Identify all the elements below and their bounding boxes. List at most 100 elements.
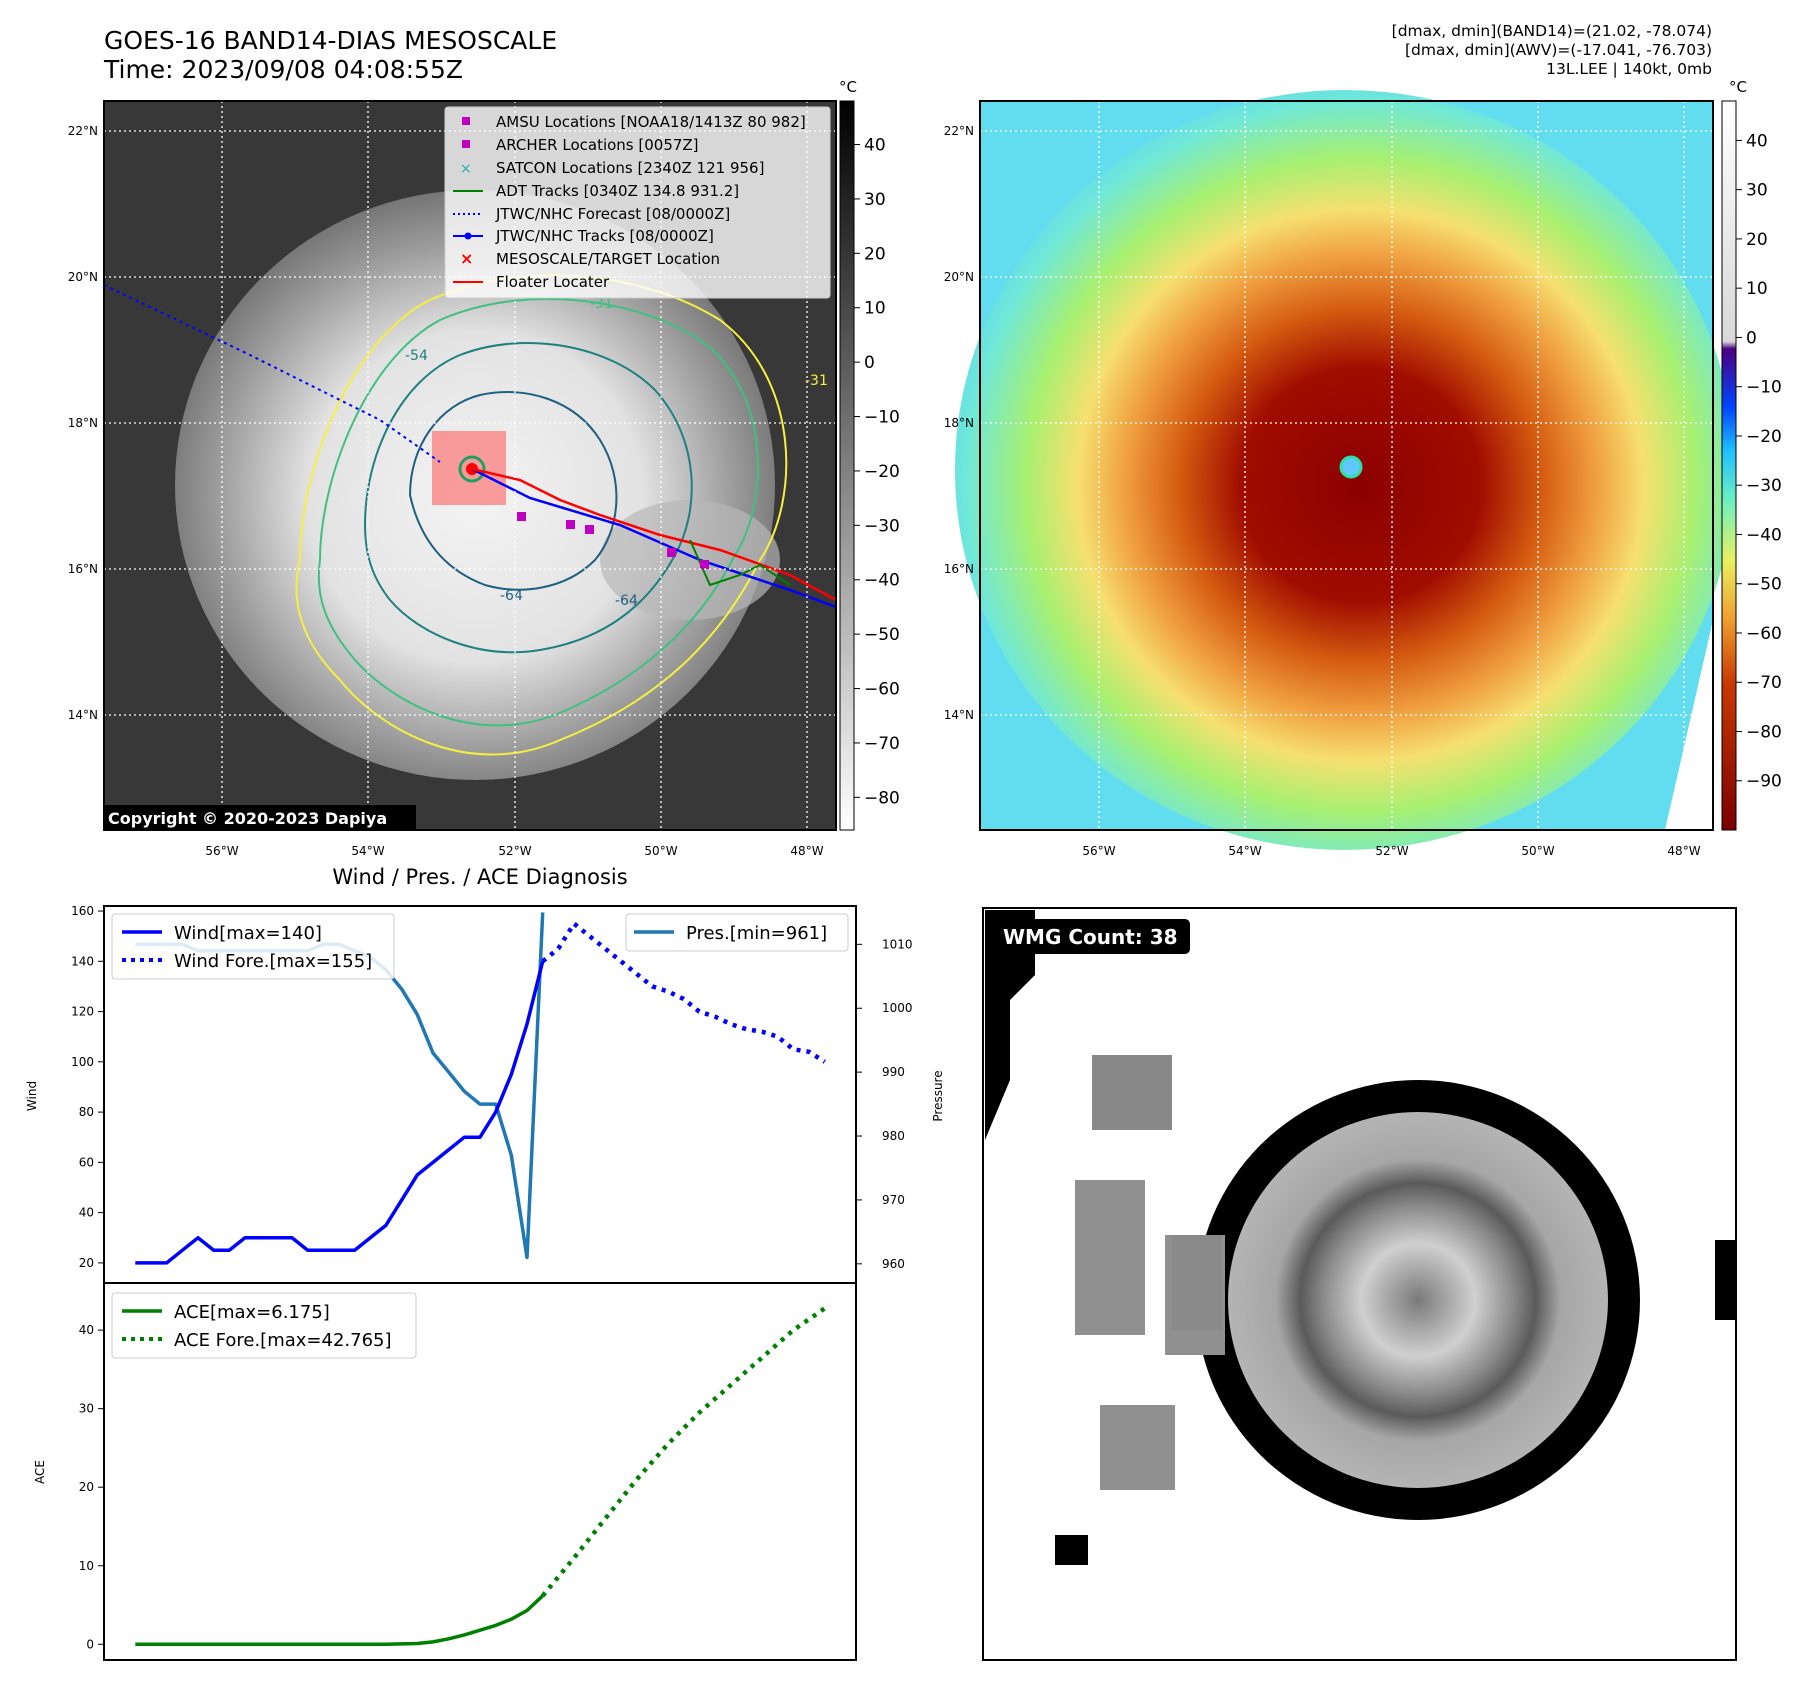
wmg-badge-bg bbox=[993, 919, 1190, 954]
diagnosis-title: Wind / Pres. / ACE Diagnosis bbox=[332, 865, 627, 889]
pres-axis-label: Pressure bbox=[931, 1070, 945, 1121]
ace-tick-label: 40 bbox=[79, 1323, 94, 1337]
info-line-storm: 13L.LEE | 140kt, 0mb bbox=[1546, 60, 1712, 78]
colorbar1-tick-label: 0 bbox=[864, 353, 875, 373]
wind-tick-label: 60 bbox=[79, 1155, 94, 1169]
pres-tick-label: 990 bbox=[882, 1065, 905, 1079]
wmg-gray-ring bbox=[1228, 1112, 1608, 1488]
lat-label: 22°N bbox=[68, 124, 98, 138]
product-title: GOES-16 BAND14-DIAS MESOSCALE bbox=[104, 26, 558, 55]
ace-axes-frame bbox=[103, 1282, 857, 1661]
ace-tick-label: 0 bbox=[86, 1637, 94, 1651]
colorbar1-unit: °C bbox=[839, 78, 857, 96]
pres-axis-ticks: 960 970 980 990 1000 1010 bbox=[856, 937, 913, 1271]
colorbar1-tick-label: 10 bbox=[864, 299, 886, 319]
ace-tick-label: 20 bbox=[79, 1480, 94, 1494]
wind-fore-legend-label: Wind Fore.[max=155] bbox=[174, 951, 372, 972]
legend-forecast: JTWC/NHC Forecast [08/0000Z] bbox=[495, 205, 730, 223]
contour-teal bbox=[363, 341, 693, 654]
legend-amsu: AMSU Locations [NOAA18/1413Z 80 982] bbox=[496, 113, 806, 131]
panel-wmg: WMG Count: 38 bbox=[982, 907, 1737, 1661]
ace-axis-ticks: 0 10 20 30 40 bbox=[79, 1323, 104, 1651]
legend-box bbox=[444, 106, 831, 299]
archer-marker bbox=[585, 525, 594, 534]
ir-map-frame bbox=[103, 100, 837, 831]
wind-series-line bbox=[135, 960, 545, 1265]
colorbar2-tick-label: −10 bbox=[1746, 378, 1782, 398]
archer-marker bbox=[566, 520, 575, 529]
ace-axis-label: ACE bbox=[33, 1460, 47, 1484]
archer-marker bbox=[700, 560, 709, 569]
pres-tick-label: 960 bbox=[882, 1257, 905, 1271]
colorbar2-tick-label: −90 bbox=[1746, 772, 1782, 792]
legend-tracks: JTWC/NHC Tracks [08/0000Z] bbox=[495, 227, 714, 245]
colorbar2-tick-label: 20 bbox=[1746, 230, 1768, 250]
pres-legend-box bbox=[625, 913, 849, 952]
wind-axis-ticks: 20 40 60 80 100 120 140 160 bbox=[71, 904, 104, 1270]
pres-tick-label: 1010 bbox=[882, 937, 913, 951]
ace-tick-label: 30 bbox=[79, 1402, 94, 1416]
legend-satcon: SATCON Locations [2340Z 121 956] bbox=[496, 159, 764, 177]
legend-marker-target: × bbox=[460, 249, 473, 268]
lon-label: 52°W bbox=[498, 844, 531, 858]
colorbar1-tick-label: −50 bbox=[864, 625, 900, 645]
panel-diagnosis: Wind / Pres. / ACE Diagnosis 20406080100… bbox=[25, 865, 945, 1661]
panel-ir-color: 56°W 54°W 52°W 50°W 48°W 22°N 20°N 18°N … bbox=[944, 78, 1782, 858]
ace-tick-label: 10 bbox=[79, 1559, 94, 1573]
jtwc-track bbox=[471, 467, 837, 609]
wmg-black-corner bbox=[985, 910, 1035, 1140]
colorbar2-unit: °C bbox=[1729, 78, 1747, 96]
lon-label: 50°W bbox=[1521, 844, 1554, 858]
map1-lat-labels: 22°N 20°N 18°N 16°N 14°N bbox=[68, 124, 98, 722]
ace-legend-label: ACE[max=6.175] bbox=[174, 1302, 330, 1323]
wind-tick-label: 140 bbox=[71, 954, 94, 968]
colorbar2-tick-label: −80 bbox=[1746, 722, 1782, 742]
legend-marker-archer bbox=[462, 140, 470, 148]
colorbar1-tick-label: −40 bbox=[864, 571, 900, 591]
lat-label: 14°N bbox=[944, 708, 974, 722]
wind-tick-label: 20 bbox=[79, 1256, 94, 1270]
lat-label: 22°N bbox=[944, 124, 974, 138]
time-label: Time: 2023/09/08 04:08:55Z bbox=[104, 55, 463, 84]
lon-label: 54°W bbox=[351, 844, 384, 858]
pres-legend-label: Pres.[min=961] bbox=[686, 923, 827, 944]
ir-color-frame bbox=[979, 100, 1714, 831]
eye-contour bbox=[458, 455, 486, 483]
colorbar2-tick-label: 0 bbox=[1746, 328, 1757, 348]
contour-green bbox=[317, 297, 759, 727]
wmg-gray-patch bbox=[1100, 1405, 1175, 1490]
map-legend: AMSU Locations [NOAA18/1413Z 80 982] ARC… bbox=[444, 106, 831, 299]
contour-yellow bbox=[295, 274, 788, 756]
info-line-band14: [dmax, dmin](BAND14)=(21.02, -78.074) bbox=[1391, 22, 1712, 40]
colorbar2-tick-label: 10 bbox=[1746, 279, 1768, 299]
colorbar2-tick-label: 30 bbox=[1746, 181, 1768, 201]
colorbar-color bbox=[1721, 100, 1737, 831]
legend-marker-amsu bbox=[462, 117, 470, 125]
lon-label: 48°W bbox=[1667, 844, 1700, 858]
map1-lon-labels: 56°W 54°W 52°W 50°W 48°W bbox=[205, 844, 823, 858]
wmg-gray-patch bbox=[1075, 1180, 1145, 1335]
wind-legend-label: Wind[max=140] bbox=[174, 923, 322, 944]
colorbar1-tick-label: −60 bbox=[864, 680, 900, 700]
pres-tick-label: 970 bbox=[882, 1193, 905, 1207]
wmg-black-patch bbox=[1715, 1240, 1736, 1320]
lat-label: 20°N bbox=[944, 270, 974, 284]
lat-label: 16°N bbox=[944, 562, 974, 576]
colorbar1-ticks: 40 30 20 10 0 −10 −20 −30 −40 −50 −60 −70 −80 bbox=[854, 136, 900, 808]
lon-label: 54°W bbox=[1228, 844, 1261, 858]
wind-tick-label: 100 bbox=[71, 1055, 94, 1069]
wind-tick-label: 120 bbox=[71, 1005, 94, 1019]
colorbar1-tick-label: 20 bbox=[864, 244, 886, 264]
colorbar2-tick-label: −50 bbox=[1746, 575, 1782, 595]
contour-label: -31 bbox=[805, 373, 828, 389]
map2-lon-labels: 56°W 54°W 52°W 50°W 48°W bbox=[1082, 844, 1700, 858]
info-line-awv: [dmax, dmin](AWV)=(-17.041, -76.703) bbox=[1405, 41, 1712, 59]
lon-label: 48°W bbox=[790, 844, 823, 858]
colorbar2-tick-label: −30 bbox=[1746, 476, 1782, 496]
ace-series-line bbox=[135, 1594, 544, 1647]
pres-tick-label: 1000 bbox=[882, 1001, 913, 1015]
lat-label: 18°N bbox=[944, 416, 974, 430]
wmg-black-patch bbox=[1055, 1535, 1088, 1565]
legend-adt: ADT Tracks [0340Z 134.8 931.2] bbox=[496, 182, 739, 200]
pres-tick-label: 980 bbox=[882, 1129, 905, 1143]
